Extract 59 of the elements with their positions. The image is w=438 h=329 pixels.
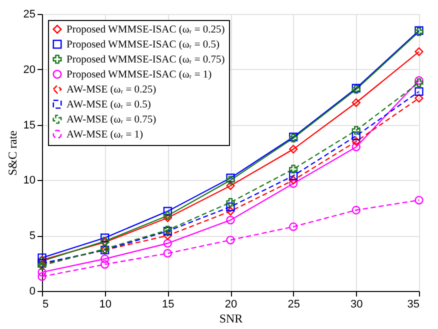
point — [352, 132, 360, 140]
point — [100, 254, 110, 264]
legend-label: AW-MSE (ωᵣ = 0.5) — [66, 99, 152, 110]
point — [226, 202, 235, 212]
y-axis-title: S&C rate — [5, 130, 20, 176]
point — [414, 87, 424, 96]
y-tick-label: 20 — [23, 64, 36, 76]
legend-label: Proposed WMMSE-ISAC (ωᵣ = 1) — [66, 69, 212, 80]
x-tick-label: 15 — [162, 298, 174, 310]
point — [352, 137, 360, 146]
point — [163, 211, 172, 220]
point — [352, 98, 360, 107]
x-tick-label: 5 — [42, 298, 49, 310]
point — [226, 216, 235, 224]
point — [352, 126, 360, 135]
point — [414, 78, 424, 88]
x-axis-title: SNR — [219, 312, 243, 326]
point — [226, 198, 235, 207]
point — [289, 179, 298, 188]
y-tick-label: 10 — [23, 174, 36, 187]
y-tick-label: 25 — [23, 8, 36, 20]
point — [226, 236, 235, 244]
y-tick-label: 5 — [29, 230, 36, 242]
point — [38, 253, 46, 262]
point — [38, 272, 46, 281]
point — [226, 181, 235, 190]
point — [352, 142, 360, 152]
point — [289, 222, 298, 232]
y-tick-label: 0 — [29, 286, 36, 298]
point — [352, 206, 360, 214]
legend-label: AW-MSE (ωᵣ = 0.25) — [66, 84, 157, 96]
legend-label: AW-MSE (ωᵣ = 0.75) — [66, 114, 157, 126]
legend-label: AW-MSE (ωᵣ = 1) — [66, 129, 144, 140]
y-tick-label: 15 — [23, 119, 36, 132]
point — [414, 196, 424, 204]
point — [289, 144, 298, 154]
point — [226, 206, 235, 216]
legend-label: Proposed WMMSE-ISAC (ωᵣ = 0.5) — [66, 39, 220, 50]
point — [100, 234, 110, 242]
point — [226, 176, 235, 185]
x-tick-label: 10 — [99, 298, 112, 310]
x-tick-label: 20 — [224, 298, 238, 310]
point — [289, 171, 298, 180]
legend-label: Proposed WMMSE-ISAC (ωᵣ = 0.25) — [66, 24, 226, 36]
point — [163, 249, 172, 258]
x-tick-label: 35 — [407, 298, 420, 310]
point — [289, 164, 298, 174]
point — [100, 260, 110, 269]
point — [414, 94, 424, 103]
point — [414, 47, 424, 56]
legend-label: Proposed WMMSE-ISAC (ωᵣ = 0.75) — [66, 54, 226, 66]
point — [163, 239, 172, 248]
point — [163, 231, 172, 240]
point — [289, 176, 298, 185]
x-tick-label: 30 — [350, 298, 363, 310]
x-tick-label: 25 — [288, 298, 300, 310]
point — [163, 206, 172, 216]
point — [163, 214, 172, 222]
point — [38, 268, 46, 276]
